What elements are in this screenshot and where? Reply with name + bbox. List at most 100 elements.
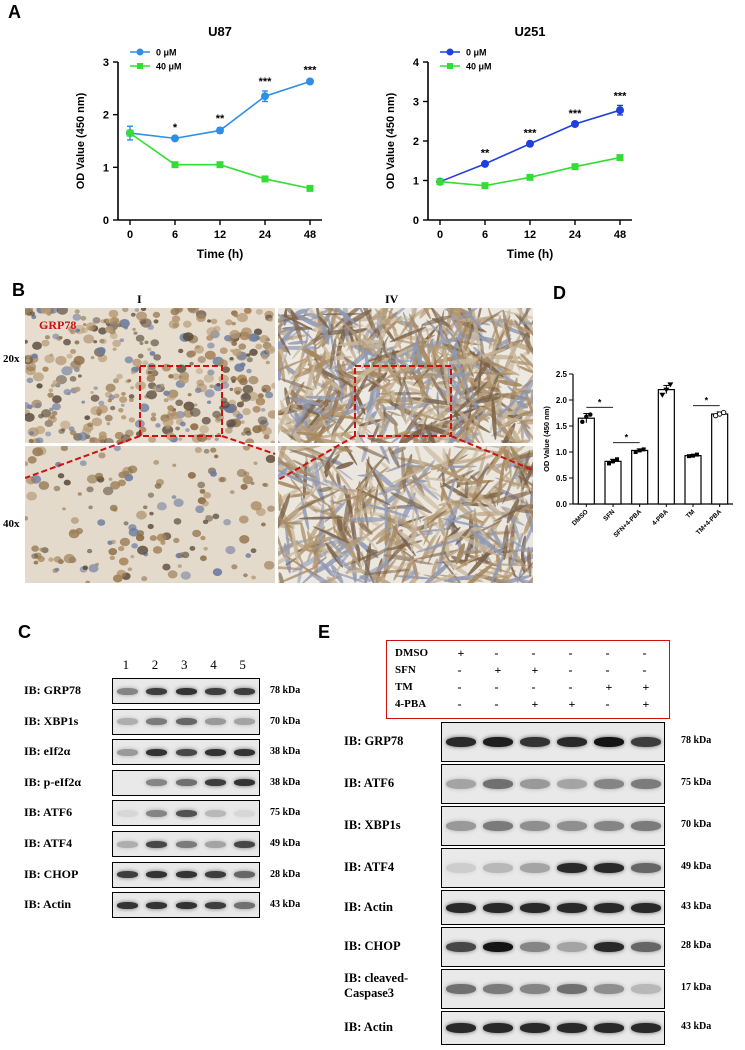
blot-band — [482, 942, 513, 952]
blot-band — [556, 942, 587, 952]
x-tick-label: 0 — [437, 229, 443, 241]
cell — [184, 405, 190, 410]
cell — [178, 348, 184, 354]
blot-band — [175, 901, 197, 909]
cell — [252, 405, 261, 413]
significance-marker: *** — [524, 128, 538, 140]
cell — [86, 322, 97, 331]
cell — [456, 554, 480, 570]
blot-label: IB: cleaved- Caspase3 — [344, 971, 409, 1000]
blot-band — [146, 718, 168, 726]
cell — [67, 326, 75, 332]
significance-marker: * — [173, 122, 178, 134]
cell — [488, 314, 501, 350]
cell — [226, 419, 236, 428]
data-point — [616, 106, 624, 115]
cell — [400, 313, 416, 336]
cell — [509, 424, 528, 443]
blot-band — [117, 809, 139, 817]
condition-mark: + — [568, 697, 576, 711]
cell — [284, 554, 321, 579]
cell — [200, 555, 207, 562]
y-tick-label: 1.0 — [556, 448, 568, 457]
condition-mark: - — [457, 663, 462, 677]
cell — [311, 308, 346, 314]
cell — [197, 356, 206, 364]
cell — [270, 440, 275, 443]
cell — [137, 545, 149, 555]
blot-label: IB: Actin — [344, 899, 393, 914]
blot-band — [593, 737, 624, 747]
cell — [333, 446, 358, 466]
molecular-weight-label: 70 kDa — [270, 715, 301, 727]
cell — [212, 513, 220, 520]
cell — [93, 386, 98, 390]
cell — [490, 555, 504, 583]
cell — [199, 425, 209, 434]
cell — [123, 521, 129, 526]
cell — [29, 431, 35, 436]
molecular-weight-label: 28 kDa — [681, 940, 712, 951]
micrograph-i-40x — [25, 446, 275, 583]
cell — [520, 353, 533, 369]
cell — [175, 426, 181, 431]
cell — [147, 370, 152, 375]
cell — [121, 391, 126, 396]
cell — [523, 449, 531, 473]
significance-marker: *** — [614, 90, 628, 102]
cell — [343, 308, 349, 343]
blot-band — [175, 871, 197, 879]
blot-strip — [441, 927, 665, 967]
cell — [405, 399, 412, 416]
blot-label: IB: XBP1s — [344, 818, 401, 832]
data-point — [695, 452, 699, 457]
blot-band — [519, 942, 550, 952]
cell — [355, 392, 366, 415]
cell — [312, 541, 324, 570]
row-label-40x: 40x — [3, 518, 20, 530]
legend-label: 40 μM — [156, 62, 182, 72]
cell — [471, 308, 480, 351]
x-tick-label: TM+4-PBA — [695, 508, 723, 536]
grp78-stain-label: GRP78 — [39, 318, 77, 332]
cell — [387, 308, 396, 320]
cell — [245, 553, 252, 558]
cell — [63, 338, 71, 346]
cell — [441, 518, 489, 529]
blot-band — [117, 718, 139, 726]
cell — [162, 417, 174, 427]
cell — [421, 446, 450, 470]
blot-strip — [112, 678, 260, 704]
cell — [386, 364, 418, 379]
condition-mark: + — [642, 680, 650, 694]
cell — [428, 509, 448, 524]
x-tick-label: 24 — [569, 229, 582, 241]
cell — [210, 318, 218, 325]
cell — [230, 349, 234, 353]
condition-mark: - — [457, 680, 462, 694]
cell — [192, 529, 202, 538]
blot-band — [146, 748, 168, 756]
cell — [202, 519, 209, 525]
cell — [394, 422, 399, 438]
cell — [84, 415, 91, 421]
cell — [261, 353, 269, 360]
cell — [214, 437, 219, 441]
cell — [377, 446, 390, 465]
significance-marker: *** — [569, 108, 583, 120]
blot-band — [117, 840, 139, 848]
blot-label: IB: CHOP — [24, 866, 79, 881]
cell — [288, 449, 327, 462]
blot-band — [519, 737, 550, 747]
cell — [213, 454, 219, 459]
cell — [401, 449, 406, 493]
cell — [482, 470, 511, 500]
cell — [415, 538, 462, 553]
cell — [421, 315, 452, 326]
cell — [80, 315, 87, 321]
blot-label: IB: ATF4 — [24, 836, 73, 850]
blot-band — [175, 718, 197, 726]
lane-number: 2 — [151, 657, 159, 672]
cell — [514, 578, 533, 583]
cell — [240, 400, 245, 405]
